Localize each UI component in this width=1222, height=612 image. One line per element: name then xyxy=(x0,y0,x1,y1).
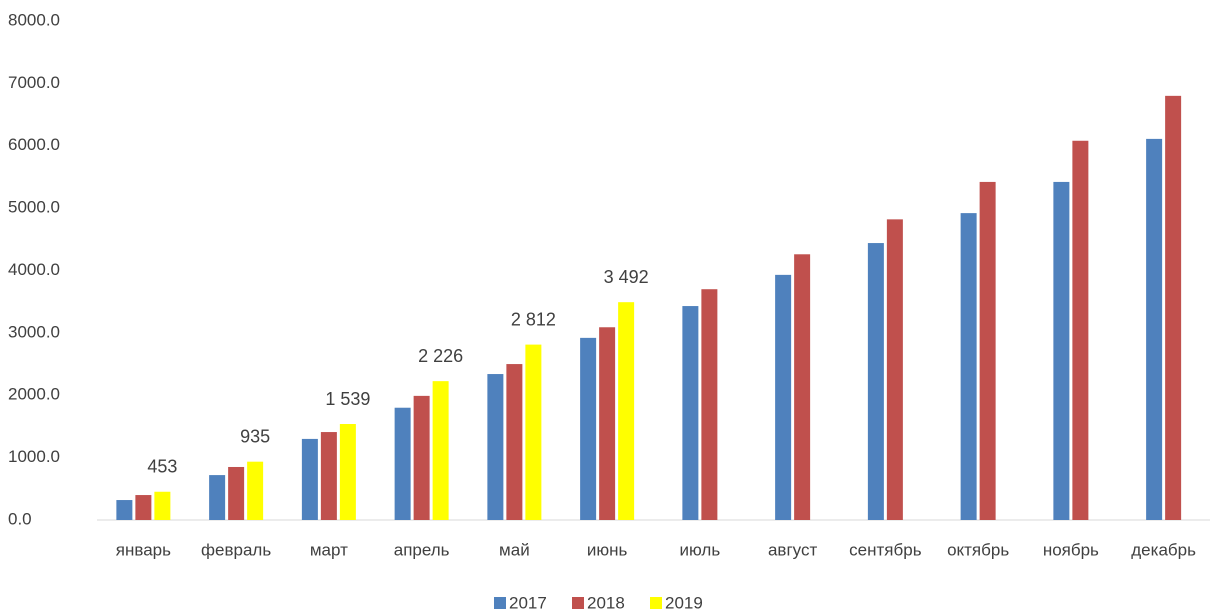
bar xyxy=(209,475,226,520)
bar xyxy=(794,254,811,520)
bar xyxy=(487,374,504,520)
bar xyxy=(320,432,337,520)
y-tick-label: 5000.0 xyxy=(8,198,60,217)
bar xyxy=(154,491,171,520)
data-label: 3 492 xyxy=(604,267,649,287)
bar xyxy=(506,364,523,520)
bar xyxy=(960,213,977,521)
bar xyxy=(886,219,903,521)
y-tick-label: 3000.0 xyxy=(8,322,60,341)
data-label: 935 xyxy=(240,426,270,446)
data-label: 453 xyxy=(147,456,177,476)
bar xyxy=(618,302,635,520)
y-tick-label: 0.0 xyxy=(8,509,32,528)
bar xyxy=(1053,181,1070,521)
x-tick-label: март xyxy=(310,540,348,559)
bar xyxy=(682,306,699,520)
bar xyxy=(135,495,152,520)
bar xyxy=(979,181,996,521)
x-tick-label: сентябрь xyxy=(849,540,922,559)
legend-label: 2019 xyxy=(665,593,703,612)
bar xyxy=(580,337,597,520)
x-tick-label: январь xyxy=(116,540,171,559)
bar xyxy=(701,289,718,520)
bar xyxy=(775,274,792,520)
bar xyxy=(394,407,411,520)
bar xyxy=(525,344,542,520)
x-tick-label: ноябрь xyxy=(1043,540,1099,559)
x-tick-label: декабрь xyxy=(1131,540,1196,559)
y-tick-label: 6000.0 xyxy=(8,135,60,154)
bar xyxy=(339,424,356,520)
legend-swatch xyxy=(494,597,506,609)
x-tick-label: февраль xyxy=(201,540,271,559)
x-tick-label: апрель xyxy=(394,540,450,559)
bar xyxy=(247,461,264,520)
bar xyxy=(116,500,133,520)
y-tick-label: 4000.0 xyxy=(8,260,60,279)
bar xyxy=(301,438,318,520)
legend-label: 2017 xyxy=(509,593,547,612)
x-tick-label: май xyxy=(499,540,530,559)
y-tick-label: 1000.0 xyxy=(8,447,60,466)
bar xyxy=(413,395,430,520)
legend-swatch xyxy=(650,597,662,609)
x-tick-label: август xyxy=(768,540,817,559)
data-label: 2 812 xyxy=(511,309,556,329)
data-label: 2 226 xyxy=(418,346,463,366)
bar xyxy=(599,327,616,520)
x-tick-label: июнь xyxy=(587,540,628,559)
x-tick-label: июль xyxy=(680,540,721,559)
y-tick-label: 8000.0 xyxy=(8,10,60,29)
bar xyxy=(1146,138,1163,521)
y-tick-label: 7000.0 xyxy=(8,73,60,92)
legend-swatch xyxy=(572,597,584,609)
x-tick-label: октябрь xyxy=(947,540,1009,559)
bar xyxy=(1072,140,1089,520)
bar xyxy=(867,243,884,520)
bar xyxy=(1165,95,1182,520)
legend-label: 2018 xyxy=(587,593,625,612)
data-label: 1 539 xyxy=(325,389,370,409)
bar xyxy=(432,381,449,520)
y-tick-label: 2000.0 xyxy=(8,385,60,404)
bar xyxy=(228,466,245,520)
